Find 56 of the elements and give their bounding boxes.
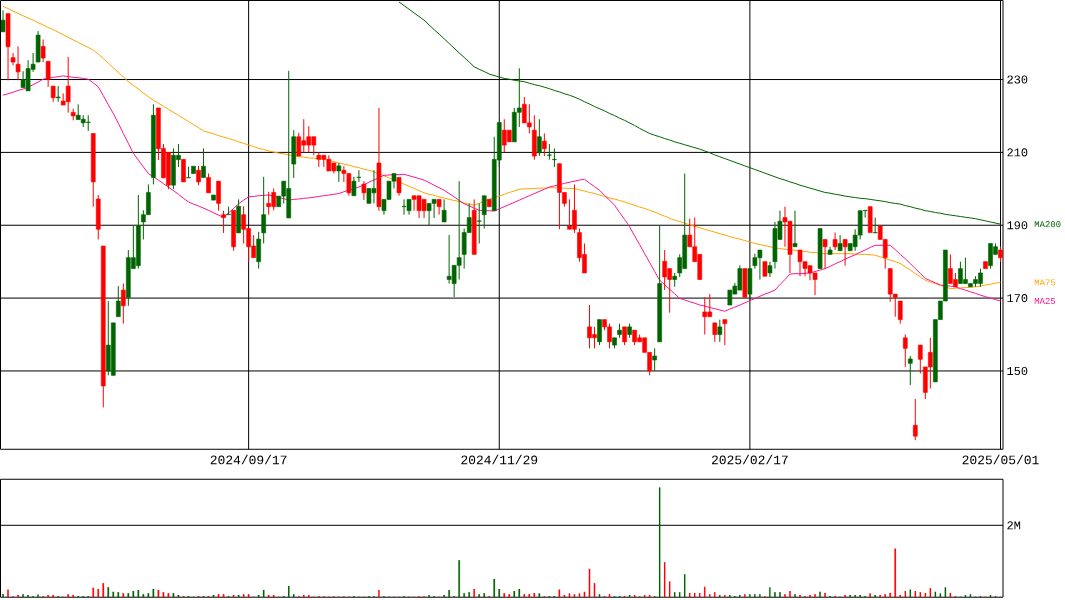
y-tick-label: 170: [1007, 293, 1028, 303]
candlestick: [256, 231, 261, 269]
candlestick: [722, 319, 728, 346]
candlestick: [121, 282, 126, 325]
y-tick-label: 210: [1007, 148, 1028, 157]
y-tick-label: 2M: [1007, 521, 1021, 530]
candlestick: [717, 319, 723, 343]
candlestick: [216, 180, 221, 212]
candlestick: [912, 398, 918, 441]
candlestick: [336, 162, 342, 183]
candlestick: [441, 198, 447, 223]
candlestick: [907, 355, 913, 386]
candlestick: [702, 296, 708, 335]
candlestick: [918, 344, 923, 374]
candlestick: [597, 319, 602, 346]
candlestick: [206, 172, 211, 194]
x-tick-label: 2024/09/17: [210, 454, 287, 465]
candlestick: [186, 166, 191, 179]
candlestick: [897, 300, 903, 325]
candlestick: [822, 238, 828, 269]
candlestick: [261, 176, 266, 244]
candlestick: [712, 322, 718, 343]
y-tick-label: 230: [1007, 75, 1028, 84]
y-tick-label: 190: [1007, 221, 1028, 230]
candlestick: [542, 132, 547, 157]
text: MA25: [1034, 297, 1056, 304]
y-tick-label: 150: [1007, 366, 1028, 375]
candlestick: [537, 118, 542, 157]
candlestick: [181, 158, 186, 183]
text: MA75: [1034, 279, 1056, 286]
candlestick: [201, 147, 206, 178]
candlestick: [622, 326, 627, 346]
candlestick: [361, 180, 367, 201]
candlestick: [652, 347, 657, 372]
x-tick-label: 2025/05/01: [962, 454, 1039, 465]
text: MA200: [1034, 221, 1061, 228]
candlestick: [196, 165, 201, 186]
candlestick: [837, 234, 843, 252]
candlestick: [65, 56, 71, 114]
candlestick: [842, 238, 848, 267]
candlestick: [85, 114, 91, 132]
x-tick-label: 2024/11/29: [461, 454, 538, 465]
candlestick: [552, 147, 557, 168]
candlestick: [481, 195, 487, 229]
x-tick-label: 2025/02/17: [711, 454, 788, 465]
candlestick: [221, 210, 226, 234]
candlestick: [296, 132, 302, 157]
candlestick: [872, 217, 878, 234]
candlestick: [792, 210, 798, 248]
candlestick: [396, 176, 402, 197]
candlestick: [476, 202, 482, 244]
candlestick: [832, 231, 838, 251]
candlestick: [426, 202, 432, 226]
candlestick: [902, 333, 908, 368]
candlestick: [436, 198, 442, 216]
candlestick: [116, 285, 121, 318]
